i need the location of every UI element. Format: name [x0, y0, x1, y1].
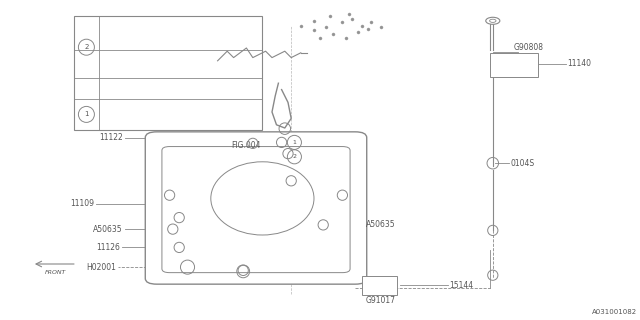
- Text: 11126: 11126: [96, 243, 120, 252]
- Ellipse shape: [490, 19, 496, 22]
- Text: 15144: 15144: [449, 281, 474, 290]
- FancyBboxPatch shape: [145, 132, 367, 284]
- Text: 15050 <EXC.257>  <-'05MY>: 15050 <EXC.257> <-'05MY>: [104, 56, 209, 62]
- Text: 11140: 11140: [568, 60, 592, 68]
- Text: 1: 1: [292, 140, 296, 145]
- Text: FIG.004: FIG.004: [232, 141, 261, 150]
- Text: G90808: G90808: [513, 43, 543, 52]
- Text: 1: 1: [84, 111, 89, 117]
- Text: G91017: G91017: [365, 296, 396, 305]
- Text: 2: 2: [84, 44, 88, 50]
- Text: FRONT: FRONT: [44, 270, 66, 276]
- Bar: [490, 53, 538, 77]
- Text: 11109: 11109: [70, 199, 94, 208]
- FancyBboxPatch shape: [162, 147, 350, 273]
- Text: A031001082: A031001082: [591, 309, 637, 315]
- Text: 2: 2: [292, 154, 296, 159]
- Bar: [362, 276, 397, 295]
- Ellipse shape: [211, 162, 314, 235]
- Text: A50635: A50635: [366, 220, 396, 229]
- Text: H02001: H02001: [86, 263, 116, 272]
- Bar: [74, 16, 262, 130]
- Text: 11122: 11122: [99, 133, 123, 142]
- Text: 0104S: 0104S: [510, 159, 534, 168]
- Text: G91707 <-'05MY>: G91707 <-'05MY>: [104, 100, 175, 109]
- Text: A7068: A7068: [221, 176, 245, 185]
- Text: A50635: A50635: [93, 225, 123, 234]
- Text: 15049 ('06MY->): 15049 ('06MY->): [104, 28, 168, 37]
- Text: G91708 ('06MY->): G91708 ('06MY->): [104, 116, 174, 125]
- Ellipse shape: [486, 17, 500, 24]
- Text: 15049 <257>: 15049 <257>: [104, 68, 158, 76]
